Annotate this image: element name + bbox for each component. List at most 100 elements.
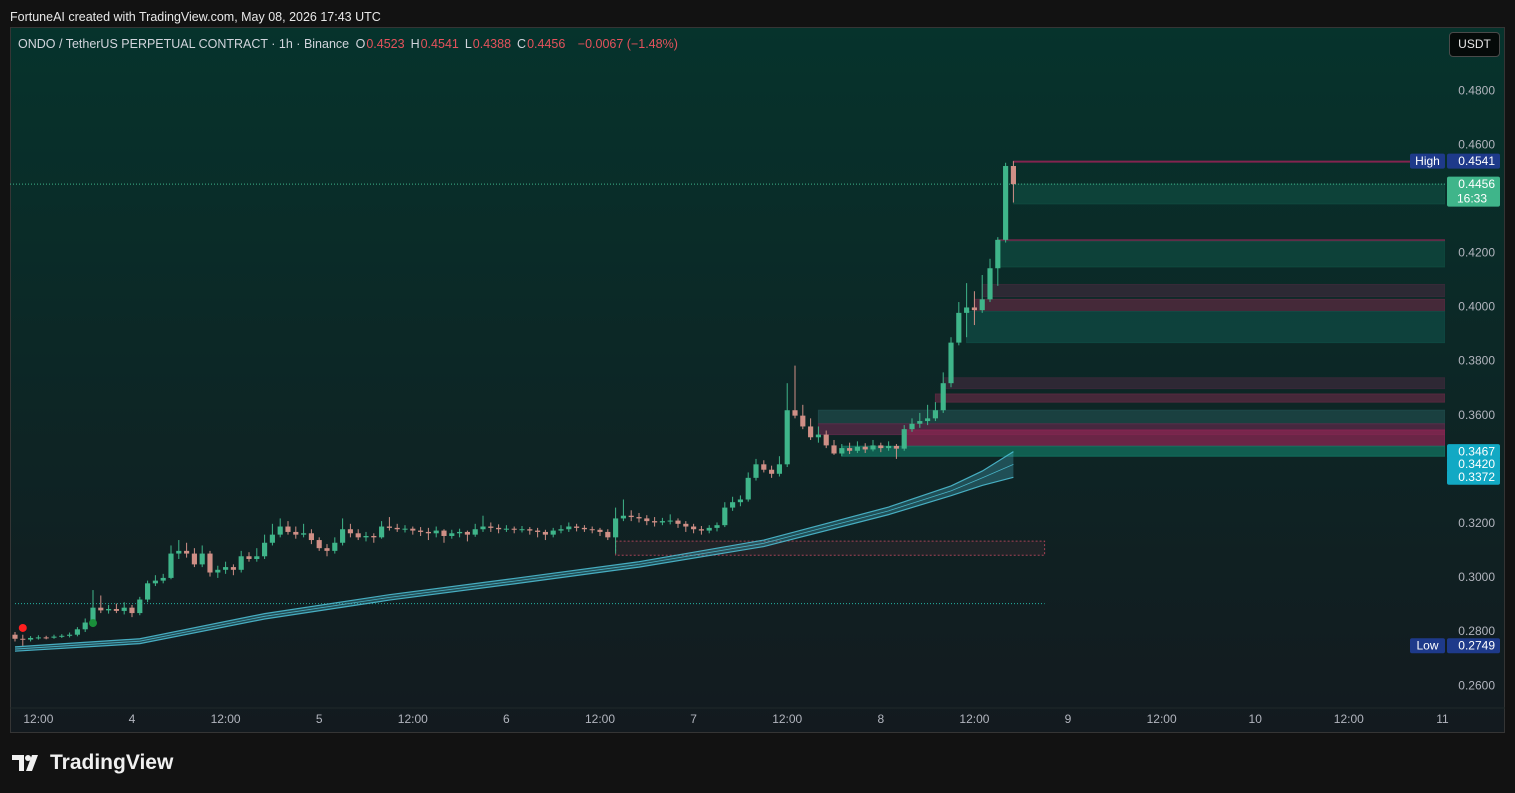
- candle-body: [1010, 166, 1016, 185]
- header: FortuneAI created with TradingView.com, …: [10, 10, 381, 24]
- ohlc: O0.4523 H0.4541 L0.4388 C0.4456: [356, 37, 572, 51]
- candle-body: [535, 530, 541, 532]
- candle-body: [753, 464, 759, 478]
- candle-body: [363, 535, 369, 538]
- ohlc-value: 0.4388: [472, 37, 512, 51]
- candle-body: [480, 526, 486, 530]
- candle-body: [386, 526, 392, 528]
- candle-body: [410, 528, 416, 531]
- symbol-legend: ONDO / TetherUS PERPETUAL CONTRACT · 1h …: [18, 37, 684, 51]
- candle-body: [667, 520, 673, 522]
- candle-body: [932, 410, 938, 419]
- x-tick-label: 10: [1249, 712, 1263, 726]
- ohlc-value: 0.4541: [420, 37, 459, 51]
- candle-body: [207, 553, 213, 573]
- candle-body: [628, 515, 634, 518]
- x-tick-label: 9: [1065, 712, 1072, 726]
- candle-body: [121, 607, 127, 611]
- candle-body: [909, 423, 915, 430]
- price-label: 0.4456: [1458, 177, 1495, 191]
- candle-body: [51, 636, 57, 638]
- candle-body: [722, 507, 728, 526]
- candle-body: [847, 448, 853, 451]
- candle-body: [613, 518, 619, 538]
- price-change: −0.0067 (−1.48%): [577, 37, 678, 51]
- candle-body: [620, 515, 626, 519]
- tradingview-logo: TradingView: [12, 751, 173, 775]
- candle-body: [28, 637, 34, 640]
- candle-body: [940, 383, 946, 411]
- candle-body: [308, 533, 314, 541]
- candle-body: [379, 526, 385, 538]
- candle-body: [129, 607, 135, 614]
- x-tick-label: 8: [877, 712, 884, 726]
- candle-body: [605, 531, 611, 538]
- candle-body: [854, 446, 860, 451]
- signal-dot: [88, 619, 97, 628]
- candle-body: [12, 634, 18, 639]
- zone: [903, 429, 1445, 447]
- candle-body: [745, 477, 751, 500]
- candle-body: [839, 448, 845, 454]
- price-label-box: [1447, 456, 1500, 472]
- range-box: [615, 540, 1046, 556]
- candle-body: [683, 523, 689, 527]
- candle-body: [925, 418, 931, 422]
- x-tick-label: 11: [1436, 712, 1449, 726]
- zone: [1012, 183, 1445, 205]
- zone: [942, 377, 1445, 390]
- ribbon-line: [14, 451, 1014, 648]
- candle-body: [82, 622, 88, 630]
- zone: [973, 298, 1445, 313]
- y-tick-label: 0.4200: [1458, 246, 1495, 260]
- candle-body: [184, 550, 190, 554]
- logo-icon: [12, 755, 38, 771]
- candle-body: [901, 429, 907, 449]
- zone: [981, 283, 1445, 298]
- candle-body: [59, 635, 65, 637]
- candle-body: [698, 529, 704, 531]
- candle-body: [886, 445, 892, 449]
- candle-body: [659, 521, 665, 523]
- candle-body: [340, 529, 346, 543]
- candle-body: [527, 529, 533, 531]
- candle-body: [67, 634, 73, 636]
- candle-body: [371, 535, 377, 538]
- candle-body: [597, 529, 603, 532]
- price-label: 0.2749: [1458, 638, 1495, 652]
- ribbon-line: [14, 463, 1014, 650]
- candle-body: [402, 528, 408, 530]
- logo-text: TradingView: [50, 751, 174, 774]
- currency-button[interactable]: USDT: [1449, 32, 1500, 57]
- candle-body: [332, 542, 338, 551]
- ohlc-value: 0.4523: [366, 37, 405, 51]
- candle-body: [355, 533, 361, 538]
- candle-body: [113, 609, 119, 611]
- price-label-box: [1447, 444, 1500, 460]
- candle-body: [558, 529, 564, 531]
- x-tick-label: 5: [316, 712, 323, 726]
- candle-body: [948, 342, 954, 384]
- candle-body: [269, 534, 275, 543]
- candle-body: [316, 540, 322, 549]
- candle-body: [74, 629, 80, 635]
- candle-body: [35, 637, 41, 639]
- candle-body: [761, 464, 767, 470]
- y-tick-label: 0.3200: [1458, 516, 1495, 530]
- candle-body: [995, 239, 1001, 269]
- candle-body: [714, 525, 720, 528]
- candle-body: [425, 531, 431, 534]
- candle-body: [106, 609, 112, 611]
- y-tick-label: 0.3600: [1458, 408, 1495, 422]
- candle-body: [347, 529, 353, 534]
- x-tick-label: 12:00: [772, 712, 802, 726]
- zone: [934, 393, 1445, 403]
- price-label: 0.3420: [1458, 457, 1495, 471]
- candle-body: [823, 434, 829, 446]
- y-tick-label: 0.4600: [1458, 137, 1495, 151]
- candle-body: [1003, 166, 1009, 240]
- candle-body: [441, 530, 447, 536]
- candle-body: [636, 517, 642, 519]
- candle-body: [496, 527, 502, 530]
- candle-body: [574, 526, 580, 528]
